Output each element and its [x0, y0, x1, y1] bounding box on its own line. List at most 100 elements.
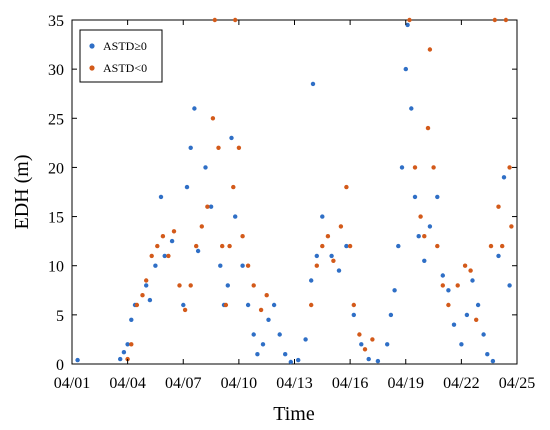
- astd-ge0-point: [359, 342, 364, 347]
- astd-lt0-point: [347, 243, 353, 249]
- astd-ge0-point: [296, 357, 301, 363]
- astd-lt0-point: [140, 293, 145, 298]
- astd-lt0-point: [446, 302, 451, 308]
- legend-marker-astd-ge0: [89, 43, 95, 49]
- y-tick-label: 10: [48, 259, 64, 276]
- astd-ge0-point: [310, 81, 316, 87]
- x-tick-label: 04/04: [109, 375, 145, 392]
- astd-ge0-point: [153, 263, 158, 268]
- astd-ge0-point: [440, 273, 445, 278]
- astd-lt0-point: [418, 214, 423, 219]
- astd-lt0-point: [205, 204, 210, 209]
- astd-lt0-point: [507, 165, 512, 170]
- astd-ge0-point: [459, 342, 464, 347]
- astd-ge0-point: [446, 288, 451, 293]
- x-tick-label: 04/13: [276, 375, 312, 392]
- astd-ge0-point: [260, 342, 266, 347]
- astd-ge0-point: [229, 135, 234, 141]
- astd-lt0-point: [309, 302, 314, 308]
- astd-ge0-point: [399, 165, 405, 170]
- astd-ge0-point: [245, 302, 251, 308]
- x-tick-label: 04/19: [388, 375, 424, 392]
- x-axis-ticks: 04/01 04/04 04/07 04/10 04/13 04/16 04/19 04/22…: [54, 20, 535, 392]
- astd-ge0-point: [144, 283, 149, 288]
- astd-ge0-point: [416, 234, 421, 239]
- astd-ge0-point: [118, 356, 123, 362]
- astd-lt0-point: [325, 234, 331, 239]
- astd-lt0-point: [344, 184, 349, 190]
- astd-lt0-point: [223, 302, 229, 308]
- astd-ge0-point: [283, 352, 288, 357]
- astd-lt0-point: [227, 243, 232, 249]
- astd-lt0-point: [199, 224, 204, 229]
- astd-ge0-point: [309, 278, 314, 283]
- astd-lt0-point: [427, 47, 433, 52]
- astd-ge0-point: [288, 359, 293, 365]
- astd-ge0-point: [409, 106, 414, 111]
- astd-lt0-point: [233, 17, 238, 23]
- y-tick-label: 0: [56, 357, 64, 374]
- astd-lt0-point: [134, 302, 140, 308]
- astd-lt0-point: [407, 17, 412, 23]
- astd-ge0-point: [392, 288, 397, 293]
- astd-lt0-point: [435, 243, 440, 249]
- x-tick-label: 04/25: [499, 375, 535, 392]
- astd-lt0-point: [220, 243, 225, 249]
- astd-lt0-point: [468, 268, 473, 273]
- astd-ge0-point: [329, 253, 334, 259]
- astd-ge0-point: [427, 224, 433, 229]
- astd-lt0-point: [177, 283, 182, 288]
- astd-lt0-point: [431, 165, 436, 170]
- astd-lt0-point: [492, 17, 497, 23]
- astd-ge0-point: [240, 263, 245, 268]
- y-axis-title: EDH (m): [11, 155, 33, 230]
- astd-ge0-point: [271, 302, 277, 308]
- astd-ge0-point: [464, 312, 470, 318]
- astd-lt0-point: [129, 342, 134, 347]
- astd-ge0-point: [169, 238, 175, 244]
- astd-lt0-point: [194, 243, 199, 249]
- astd-ge0-point: [470, 278, 475, 283]
- legend: ASTD≥0 ASTD<0: [79, 29, 163, 83]
- astd-ge0-point: [303, 337, 308, 342]
- astd-ge0-point: [451, 322, 457, 327]
- astd-lt0-point: [455, 283, 460, 288]
- astd-lt0-point: [171, 229, 177, 234]
- astd-ge0-point: [147, 297, 153, 303]
- astd-lt0-point: [188, 283, 193, 288]
- astd-ge0-point: [181, 302, 186, 308]
- astd-lt0-point: [331, 258, 336, 263]
- astd-lt0-point: [264, 293, 269, 298]
- astd-lt0-point: [155, 243, 160, 249]
- y-tick-label: 15: [48, 210, 64, 227]
- astd-ge0-point: [320, 214, 325, 219]
- x-tick-label: 04/01: [54, 375, 90, 392]
- y-tick-label: 35: [48, 13, 64, 30]
- astd-ge0-point: [314, 253, 319, 259]
- astd-lt0-point: [144, 278, 149, 283]
- astd-ge0-point: [481, 332, 486, 337]
- astd-lt0-point: [251, 283, 256, 288]
- astd-lt0-point: [462, 263, 468, 268]
- astd-lt0-point: [240, 234, 245, 239]
- y-tick-label: 20: [48, 160, 64, 177]
- astd-ge0-point: [266, 317, 271, 322]
- astd-ge0-point: [208, 204, 214, 209]
- astd-lt0-point: [216, 145, 221, 150]
- astd-ge0-point: [184, 184, 190, 190]
- astd-ge0-point: [366, 356, 371, 362]
- astd-ge0-point: [501, 175, 507, 180]
- astd-lt0-point: [503, 17, 509, 23]
- astd-lt0-point: [412, 165, 418, 170]
- y-axis-ticks: 0 5 10 15 20 25 30 35: [48, 13, 517, 374]
- astd-lt0-point: [440, 283, 445, 288]
- astd-lt0-point: [210, 116, 216, 121]
- y-tick-label: 30: [48, 62, 64, 79]
- astd-lt0-point: [488, 243, 494, 249]
- astd-lt0-point: [314, 263, 319, 268]
- astd-lt0-point: [166, 253, 171, 259]
- astd-lt0-point: [425, 125, 431, 131]
- astd-ge0-point: [251, 332, 256, 337]
- astd-ge0-point: [435, 194, 440, 200]
